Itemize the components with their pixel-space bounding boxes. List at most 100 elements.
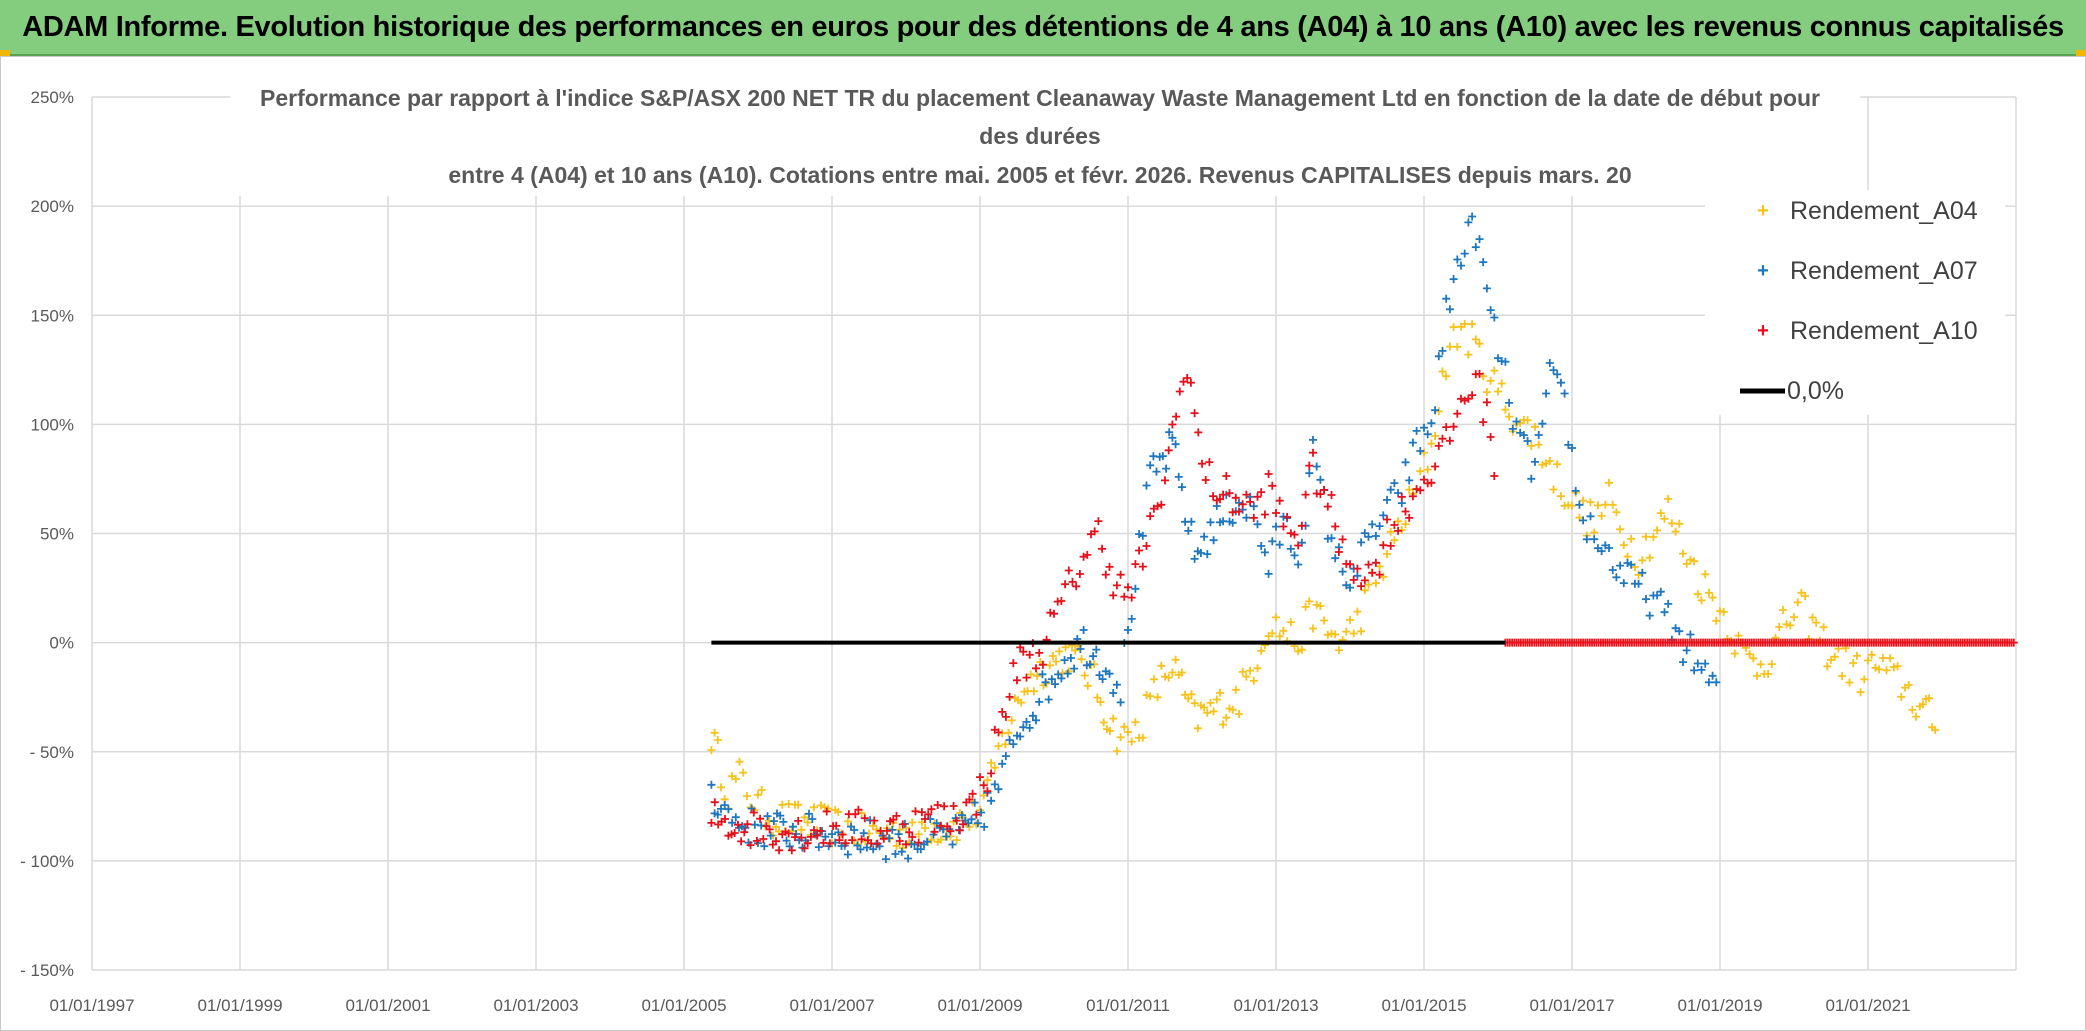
a04-point <box>1704 588 1713 597</box>
a07-point <box>994 785 1003 794</box>
a10-point <box>1216 495 1224 504</box>
a10-point <box>1390 521 1399 529</box>
a10-point <box>1401 507 1410 516</box>
a10-point <box>752 836 761 845</box>
a04-point <box>1749 654 1758 663</box>
x-tick-label: 01/01/2003 <box>493 996 578 1015</box>
a07-point <box>1124 626 1132 634</box>
a07-point <box>1653 591 1662 600</box>
a04-point <box>1527 441 1536 450</box>
chart-title-line-1: Performance par rapport à l'indice S&P/A… <box>260 85 1820 111</box>
a04-point <box>1168 668 1177 677</box>
a04-point <box>1394 517 1403 526</box>
a04-point <box>1656 509 1665 518</box>
a07-point <box>1200 532 1209 541</box>
a04-point <box>713 736 722 744</box>
a10-point <box>1090 527 1099 536</box>
a04-point <box>1420 448 1428 457</box>
a07-point <box>769 817 778 826</box>
a07-point <box>1327 534 1336 543</box>
a10-point <box>1068 577 1077 586</box>
a10-point <box>1209 492 1218 501</box>
a07-point <box>843 850 852 859</box>
a07-point <box>1708 671 1717 680</box>
a07-point <box>1693 659 1702 668</box>
a07-point <box>1001 752 1010 761</box>
a04-point <box>1701 570 1710 579</box>
a04-point <box>1538 460 1547 469</box>
a04-point <box>1249 676 1258 685</box>
a07-point <box>1390 479 1399 488</box>
a10-point <box>756 814 765 823</box>
a04-point <box>731 775 740 783</box>
a07-point <box>1357 538 1366 547</box>
a07-point <box>1712 678 1721 687</box>
a10-point <box>1272 509 1280 517</box>
a04-point <box>1301 602 1310 611</box>
a04-point <box>1048 652 1057 660</box>
a07-point <box>1568 444 1576 452</box>
a10-point <box>1420 475 1428 484</box>
a07-point <box>1051 680 1060 689</box>
a07-point <box>707 780 716 789</box>
a04-point <box>1823 662 1832 671</box>
a07-point <box>779 817 788 826</box>
a07-point <box>1025 723 1034 732</box>
a07-point <box>990 780 999 789</box>
a10-point <box>1427 478 1436 487</box>
a04-point <box>1219 720 1228 729</box>
a07-point <box>821 832 830 841</box>
a04-point <box>868 821 877 830</box>
a07-point <box>1253 520 1262 529</box>
a10-point <box>765 825 774 834</box>
a10-point <box>721 815 729 823</box>
a04-point <box>1593 501 1602 510</box>
a04-point <box>1138 733 1147 742</box>
a07-point <box>1586 512 1595 521</box>
a04-point <box>1886 654 1895 663</box>
a10-point <box>1146 512 1155 521</box>
a04-point <box>739 768 748 777</box>
a07-point <box>1105 669 1114 678</box>
a10-point <box>1138 562 1147 571</box>
a04-point <box>1712 616 1721 625</box>
a10-point <box>1264 470 1273 478</box>
performance-chart: 250% 200% 150% 100% 50% 0% - 50% - 100% - 150% 0… <box>20 80 2018 1015</box>
a10-point <box>1064 566 1073 575</box>
a10-point <box>838 830 847 839</box>
a07-point <box>1468 212 1477 221</box>
a04-point <box>1482 388 1491 397</box>
a10-point <box>917 808 926 817</box>
a04-point <box>1253 664 1262 673</box>
a07-point <box>948 840 957 849</box>
a07-point <box>1549 366 1558 375</box>
a04-point <box>1793 598 1802 607</box>
chart-title-line-3: entre 4 (A04) et 10 ans (A10). Cotations… <box>448 162 1631 188</box>
a04-point <box>1423 465 1432 474</box>
a07-point <box>1690 666 1699 675</box>
a10-point <box>1061 580 1070 589</box>
a04-point <box>1782 620 1791 629</box>
a04-point <box>1177 668 1186 677</box>
a04-point <box>1445 342 1454 351</box>
y-tick-label: - 100% <box>20 852 74 871</box>
a10-point <box>806 832 815 841</box>
a10-point <box>1357 582 1366 591</box>
y-tick-label: 0% <box>49 634 74 653</box>
y-axis-ticks: 250% 200% 150% 100% 50% 0% - 50% - 100% - 150% <box>20 88 74 980</box>
a04-point <box>1460 319 1469 328</box>
a04-point <box>1416 467 1425 476</box>
a07-point <box>1005 736 1014 744</box>
legend-background <box>1705 190 2005 415</box>
a10-point <box>1101 570 1110 579</box>
a10-point <box>1094 517 1103 526</box>
a10-point <box>924 810 933 819</box>
a07-point <box>881 855 890 864</box>
y-tick-label: 100% <box>31 415 74 434</box>
a07-point <box>1092 645 1101 654</box>
a04-point <box>1918 700 1927 709</box>
a10-point <box>1186 378 1195 387</box>
a10-point <box>1124 583 1132 592</box>
a10-point <box>1375 570 1384 579</box>
a10-point <box>1442 423 1451 432</box>
